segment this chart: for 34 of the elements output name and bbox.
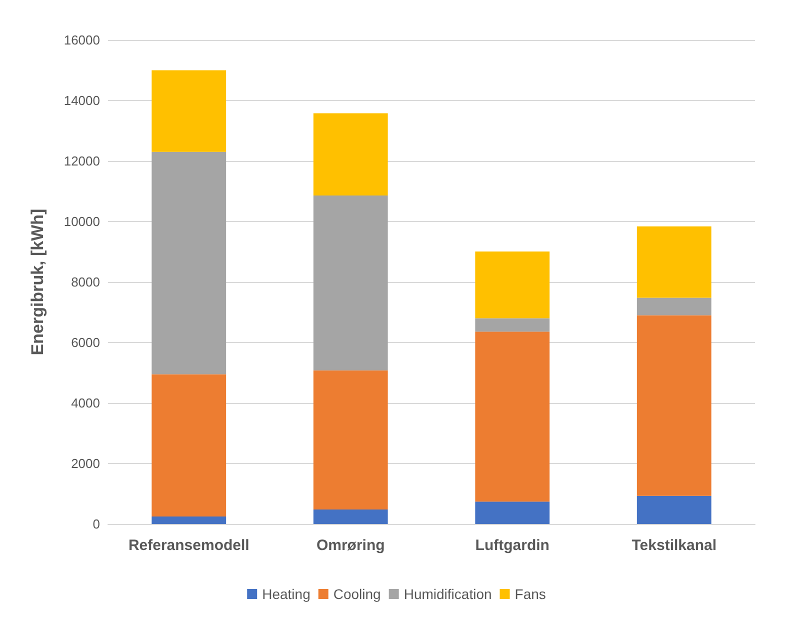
bar [152,374,226,516]
bar [152,516,226,524]
bar [636,496,712,524]
bar [152,70,226,152]
y-tick-label: 10000 [64,214,100,229]
legend-label: Heating [262,586,310,602]
bar [475,318,550,332]
bar [475,502,550,524]
y-tick-label: 0 [92,516,100,532]
bar [313,370,388,510]
x-tick-label: Referansemodell [128,537,250,554]
legend-label: Humidification [404,586,492,602]
bar [152,152,226,374]
y-tick-label: 6000 [71,335,100,350]
y-tick-label: 4000 [71,396,100,410]
bar [313,509,388,524]
y-tick-label: 8000 [71,274,100,290]
y-axis-title: Energibruk, [kWh] [28,208,47,356]
bar [313,195,388,370]
bar [636,226,712,298]
bar [475,251,550,318]
bar [636,298,712,316]
x-tick-label: Omrøring [316,537,385,554]
y-tick-label: 2000 [71,456,100,471]
y-tick-label: 16000 [64,32,100,48]
bar [313,113,388,196]
y-tick-label: 12000 [64,154,100,168]
x-tick-label: Tekstilkanal [632,537,717,554]
bar [475,332,550,502]
bar [636,315,712,496]
legend-label: Fans [514,586,546,602]
y-tick-label: 14000 [64,93,100,108]
x-tick-label: Luftgardin [475,537,550,554]
legend-label: Cooling [333,586,381,602]
